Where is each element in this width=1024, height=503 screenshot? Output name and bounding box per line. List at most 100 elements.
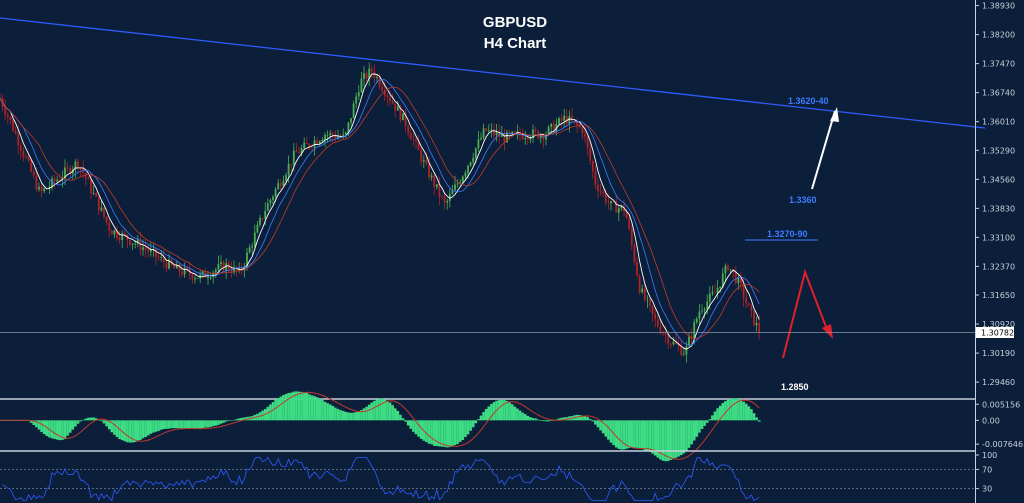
macd-bar xyxy=(94,418,98,421)
macd-bar xyxy=(409,420,413,429)
candle-body xyxy=(292,150,295,165)
candle-body xyxy=(623,205,625,212)
macd-bar xyxy=(68,420,72,433)
candle-body xyxy=(508,132,511,134)
descending-trendline xyxy=(0,17,986,129)
macd-bar xyxy=(503,400,506,421)
candle-body xyxy=(352,103,355,119)
macd-bar xyxy=(461,420,465,440)
candle-body xyxy=(19,145,22,151)
macd-bar xyxy=(557,418,561,421)
macd-bar xyxy=(438,420,441,447)
macd-bar xyxy=(653,420,657,456)
macd-bar xyxy=(711,415,714,421)
candle-body xyxy=(324,134,326,141)
macd-bar xyxy=(731,398,735,421)
macd-bar xyxy=(185,420,189,429)
price-tick-label: 1.36740 xyxy=(982,89,1015,98)
macd-bar xyxy=(427,420,431,444)
candle-body xyxy=(214,269,217,273)
macd-bar xyxy=(71,420,75,430)
macd-bar xyxy=(560,417,563,421)
macd-bar xyxy=(739,399,743,421)
macd-bar xyxy=(464,420,467,438)
macd-bar xyxy=(354,412,358,421)
macd-bar xyxy=(487,406,491,421)
ma-fast-line xyxy=(0,73,760,350)
macd-bar xyxy=(126,420,129,443)
macd-bar xyxy=(521,412,524,421)
macd-bar xyxy=(360,410,363,421)
candle-body xyxy=(443,196,446,203)
candle-body xyxy=(669,343,672,345)
candle-body xyxy=(428,163,430,178)
candle-body xyxy=(646,299,649,301)
candle-body xyxy=(422,160,425,162)
macd-bar xyxy=(661,420,665,461)
macd-bar xyxy=(219,420,223,424)
macd-bar xyxy=(341,410,345,421)
candle-body xyxy=(633,245,636,263)
candle-body xyxy=(53,178,56,182)
candle-body xyxy=(113,230,116,235)
candle-body xyxy=(641,288,644,293)
macd-bar xyxy=(432,420,436,446)
moving-averages xyxy=(0,73,760,350)
macd-bar xyxy=(685,420,688,452)
candle-body xyxy=(740,277,742,284)
macd-bar xyxy=(599,420,602,431)
candle-body xyxy=(682,354,685,356)
candle-body xyxy=(391,101,394,104)
macd-bar xyxy=(81,419,85,421)
macd-bar xyxy=(308,394,311,421)
macd-bar xyxy=(682,420,686,454)
candle-body xyxy=(279,183,282,186)
macd-bar xyxy=(414,420,418,435)
macd-bar xyxy=(321,400,324,421)
macd-bar xyxy=(349,412,353,421)
price-tick-label: 1.33100 xyxy=(982,233,1015,242)
macd-bar xyxy=(243,417,246,421)
macd-bar xyxy=(79,420,82,422)
candle-body xyxy=(201,271,204,275)
macd-bar xyxy=(373,400,376,421)
candle-body xyxy=(545,134,547,140)
macd-bar xyxy=(131,420,134,443)
candle-body xyxy=(597,184,599,191)
candle-body xyxy=(246,252,248,267)
candle-body xyxy=(703,309,706,311)
macd-bar xyxy=(474,420,478,424)
candle-body xyxy=(51,178,53,187)
candle-body xyxy=(537,131,540,139)
macd-tick-label: 0.00 xyxy=(982,416,1000,425)
macd-bar xyxy=(159,420,163,430)
macd-bar xyxy=(35,420,38,428)
candle-body xyxy=(32,171,35,176)
candle-body xyxy=(498,131,501,137)
macd-bar xyxy=(107,420,111,430)
candle-body xyxy=(620,205,623,209)
macd-bar xyxy=(401,418,405,421)
candle-body xyxy=(617,208,620,213)
macd-bar xyxy=(196,420,199,429)
macd-bar xyxy=(505,400,509,421)
macd-bar xyxy=(313,396,316,421)
macd-bar xyxy=(178,420,181,429)
price-tick-label: 1.35290 xyxy=(982,146,1015,155)
macd-bar xyxy=(396,410,400,421)
candle-body xyxy=(409,133,412,140)
candle-body xyxy=(680,346,683,355)
macd-bar xyxy=(690,420,693,445)
macd-bar xyxy=(695,420,699,437)
macd-bar xyxy=(674,420,678,458)
candle-body xyxy=(69,167,72,174)
macd-bar xyxy=(724,401,727,421)
price-tick-label: 1.29460 xyxy=(982,378,1015,387)
candle-body xyxy=(321,140,324,142)
candle-body xyxy=(274,189,277,197)
candle-body xyxy=(207,277,209,279)
candle-body xyxy=(563,115,566,121)
candle-body xyxy=(27,157,30,161)
candle-body xyxy=(66,167,69,169)
macd-bar xyxy=(157,420,160,431)
